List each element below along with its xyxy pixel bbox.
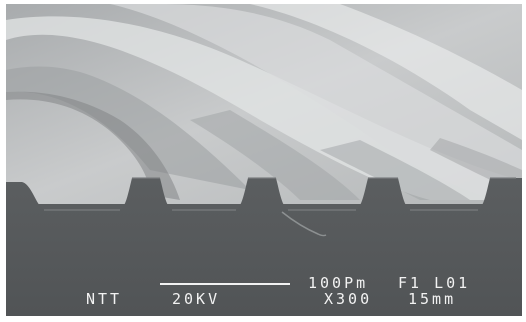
databar-frame: F1 L01 [398, 274, 471, 292]
databar-voltage: 20KV [172, 290, 221, 308]
ridge-edge-highlights [44, 177, 516, 211]
databar-organization: NTT [86, 290, 123, 308]
databar-scale-label: 100Pm [308, 274, 369, 292]
debris-streak [281, 211, 327, 237]
ridge-cross-section [6, 178, 522, 316]
databar-working-distance: 15mm [408, 290, 457, 308]
databar-magnification: X300 [324, 290, 373, 308]
